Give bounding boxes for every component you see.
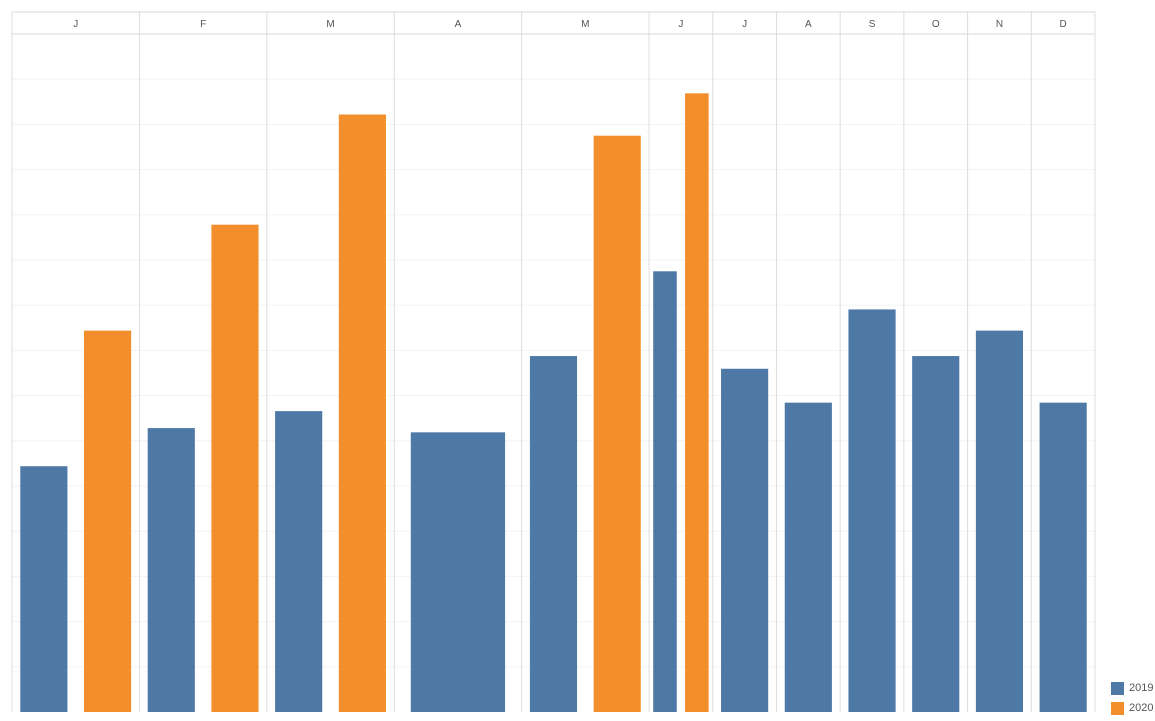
bar-2019 xyxy=(20,466,68,712)
category-label: N xyxy=(996,19,1003,30)
legend-swatch-2020 xyxy=(1111,701,1124,715)
bar-2019 xyxy=(147,428,195,712)
category-label: J xyxy=(678,19,683,30)
category-label: J xyxy=(73,19,78,30)
bar-2019 xyxy=(975,330,1024,712)
bar-2019 xyxy=(848,309,896,712)
category-label: M xyxy=(581,19,589,30)
legend-label-2020: 2020 xyxy=(1129,702,1154,714)
legend: 2019 2020 xyxy=(1111,678,1155,718)
category-label: M xyxy=(326,19,334,30)
legend-item-2020: 2020 xyxy=(1111,698,1155,718)
category-label: A xyxy=(805,19,812,30)
bar-2019 xyxy=(529,356,578,712)
bar-2020 xyxy=(211,224,259,712)
category-label: O xyxy=(932,19,940,30)
category-label: S xyxy=(869,19,876,30)
legend-item-2019: 2019 xyxy=(1111,678,1155,698)
legend-swatch-2019 xyxy=(1111,681,1124,695)
category-label: D xyxy=(1060,19,1067,30)
bar-2019 xyxy=(721,368,769,712)
category-label: A xyxy=(455,19,462,30)
bar-2020 xyxy=(83,330,132,712)
bar-2020 xyxy=(685,93,709,712)
bar-2020 xyxy=(338,114,386,712)
bar-2019 xyxy=(784,402,832,712)
legend-label-2019: 2019 xyxy=(1129,682,1154,694)
category-label: J xyxy=(742,19,747,30)
bar-2019 xyxy=(1039,402,1087,712)
bar-2019 xyxy=(275,411,323,712)
category-label: F xyxy=(200,19,206,30)
bar-2020 xyxy=(593,135,641,712)
bar-2019 xyxy=(653,271,677,712)
bar-2019 xyxy=(912,356,960,712)
bar-2019 xyxy=(410,432,506,712)
